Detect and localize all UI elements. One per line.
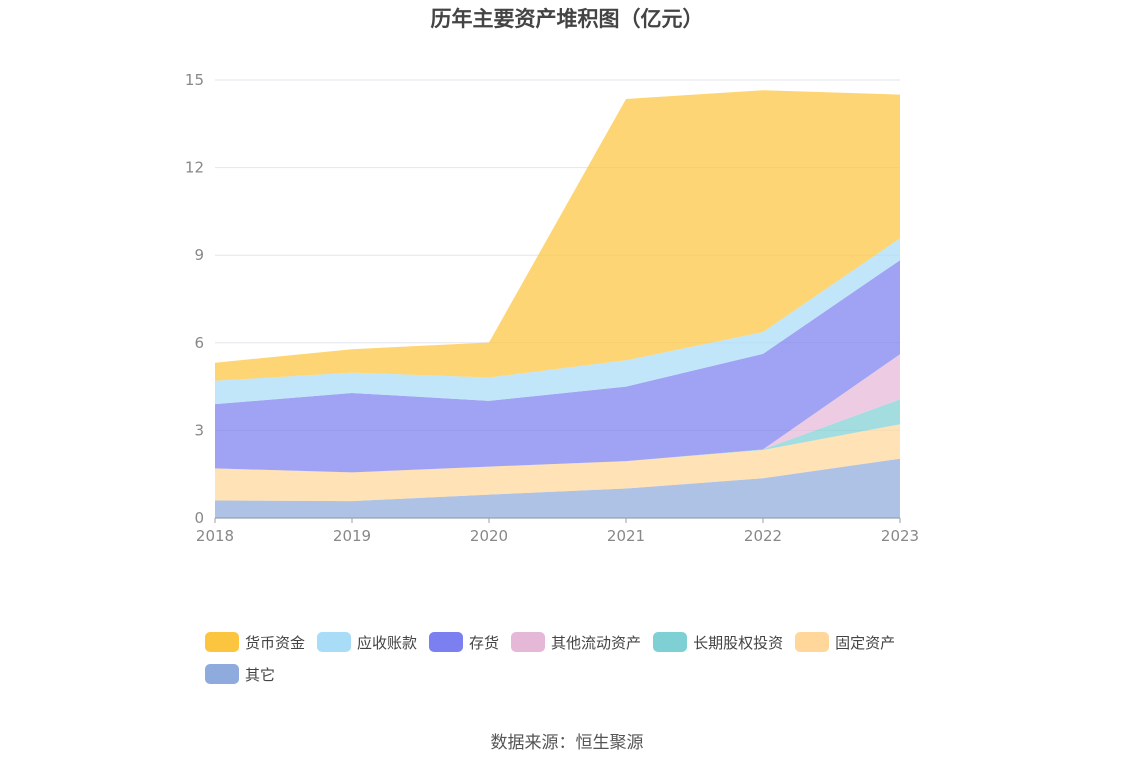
chart-plot: 0 3 6 9 12 15 2018 2019 2020 2021 2022 2023 [185,71,919,545]
legend-swatch [205,664,239,684]
y-tick-label: 12 [185,159,204,177]
legend-label: 其他流动资产 [551,633,642,652]
legend-label: 长期股权投资 [693,633,784,652]
x-tick-label: 2022 [744,527,782,545]
legend-swatch [653,632,688,652]
area-series-1 [215,424,900,502]
legend-swatch [795,632,830,652]
legend: 货币资金 应收账款 存货 其他流动资产 长期股权投资 固定资产其它 [205,630,965,694]
chart-title: 历年主要资产堆积图（亿元） [430,7,704,31]
axes: 0 3 6 9 12 15 2018 2019 2020 2021 2022 2023 [185,71,919,545]
x-tick-label: 2019 [333,527,371,545]
y-tick-label: 6 [194,334,204,352]
legend-label: 应收账款 [357,633,418,652]
y-tick-label: 3 [194,421,204,439]
x-tick-label: 2020 [470,527,508,545]
legend-swatch [511,632,546,652]
legend-label: 货币资金 [245,633,306,652]
x-tick-label: 2021 [607,527,645,545]
legend-item[interactable]: 长期股权投资 [653,630,783,654]
x-tick-label: 2018 [196,527,234,545]
data-source: 数据来源：恒生聚源 [490,733,644,753]
legend-label: 存货 [469,633,500,652]
legend-item[interactable]: 其它 [205,662,275,686]
area-series [215,90,900,518]
y-tick-label: 0 [194,509,204,527]
area-series-4 [215,260,900,473]
area-series-5 [215,238,900,405]
x-tick-label: 2023 [881,527,919,545]
y-tick-label: 9 [194,246,204,264]
area-series-6 [215,90,900,381]
legend-label: 固定资产 [835,633,896,652]
y-tick-label: 15 [185,71,204,89]
legend-label: 其它 [245,665,276,684]
legend-swatch [317,632,352,652]
legend-item[interactable]: 应收账款 [317,630,417,654]
legend-item[interactable]: 存货 [429,630,499,654]
legend-item[interactable]: 货币资金 [205,630,305,654]
legend-item[interactable]: 其他流动资产 [511,630,641,654]
area-series-0 [215,458,900,518]
legend-swatch [205,632,239,652]
legend-swatch [429,632,464,652]
legend-item[interactable]: 固定资产 [795,630,895,654]
